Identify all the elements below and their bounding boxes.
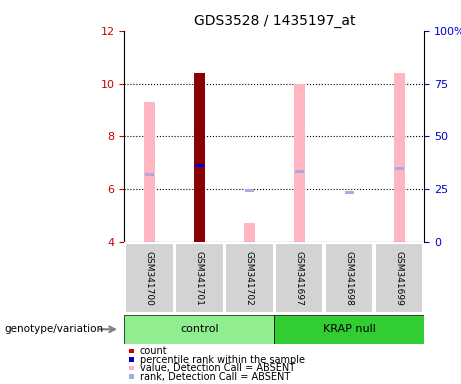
Bar <box>195 164 204 167</box>
Text: GSM341697: GSM341697 <box>295 251 304 306</box>
Bar <box>194 73 205 242</box>
Bar <box>395 167 404 170</box>
Bar <box>175 243 224 313</box>
Text: rank, Detection Call = ABSENT: rank, Detection Call = ABSENT <box>140 372 290 382</box>
Text: GSM341699: GSM341699 <box>395 251 404 306</box>
Text: control: control <box>180 324 219 334</box>
Bar <box>275 243 324 313</box>
Text: genotype/variation: genotype/variation <box>5 324 104 334</box>
Title: GDS3528 / 1435197_at: GDS3528 / 1435197_at <box>194 14 355 28</box>
Text: GSM341698: GSM341698 <box>345 251 354 306</box>
Bar <box>394 73 405 242</box>
Bar <box>124 315 274 344</box>
Text: GSM341702: GSM341702 <box>245 251 254 306</box>
Text: KRAP null: KRAP null <box>323 324 376 334</box>
Bar <box>125 243 174 313</box>
Text: GSM341700: GSM341700 <box>145 251 154 306</box>
Bar <box>294 84 305 242</box>
Bar <box>194 73 205 242</box>
Bar <box>274 315 424 344</box>
Bar <box>375 243 423 313</box>
Bar <box>245 189 254 192</box>
Bar <box>144 102 155 242</box>
Bar <box>225 243 273 313</box>
Text: GSM341701: GSM341701 <box>195 251 204 306</box>
Bar <box>244 223 255 242</box>
Bar <box>345 191 354 194</box>
Bar <box>145 173 154 176</box>
Bar <box>325 243 373 313</box>
Text: count: count <box>140 346 167 356</box>
Text: value, Detection Call = ABSENT: value, Detection Call = ABSENT <box>140 363 295 373</box>
Text: percentile rank within the sample: percentile rank within the sample <box>140 355 305 365</box>
Bar <box>295 170 304 173</box>
